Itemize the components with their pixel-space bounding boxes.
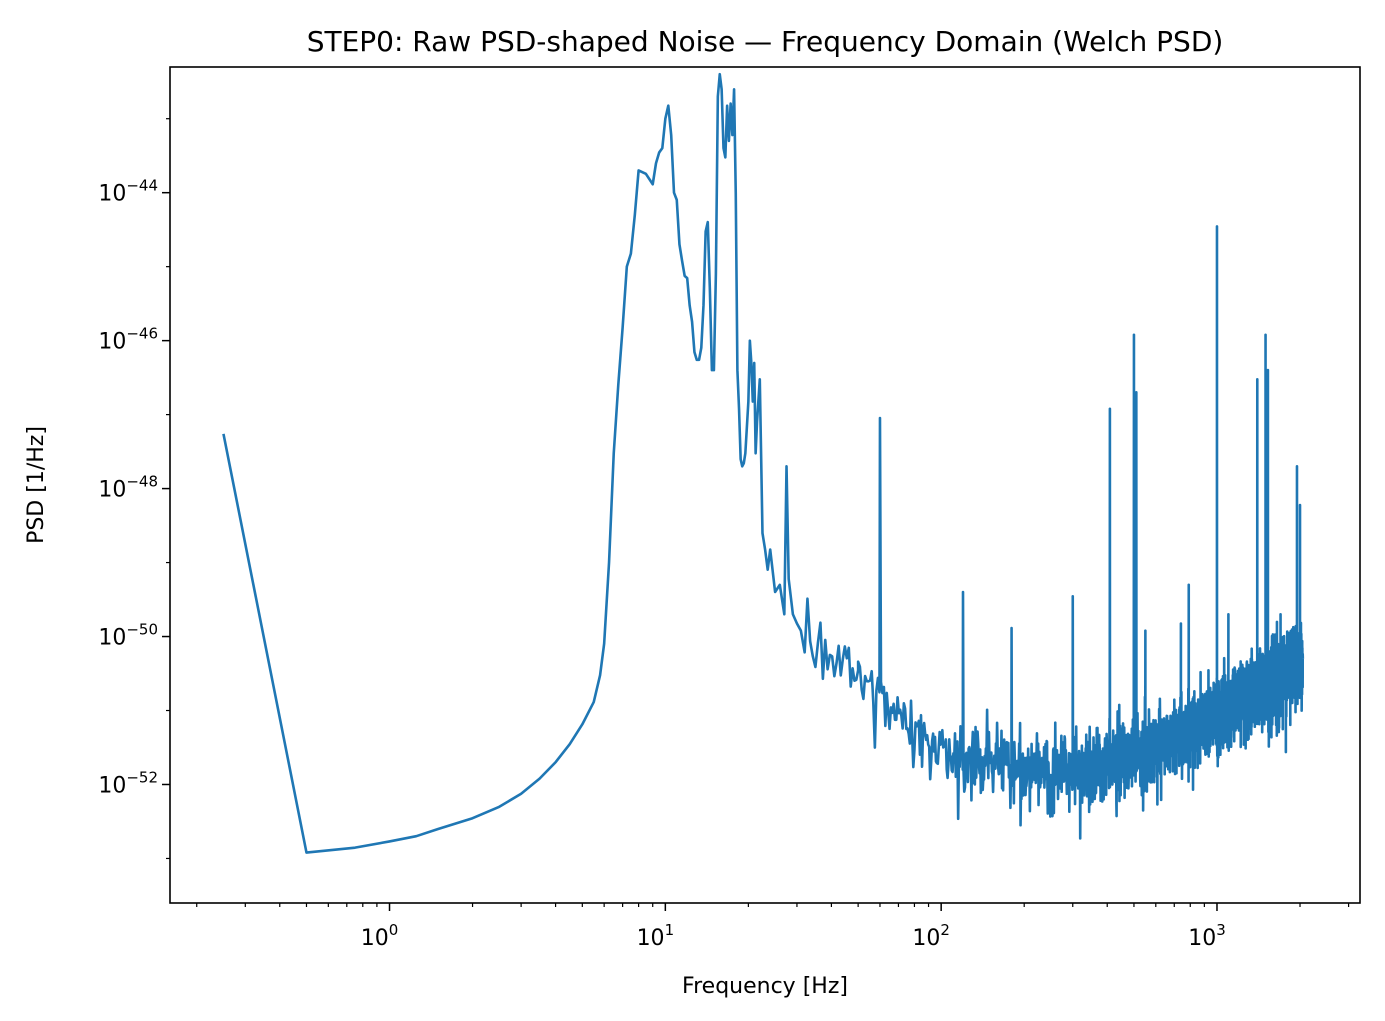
x-tick-label: 102 (912, 921, 950, 951)
y-tick-label: 10−50 (98, 621, 158, 651)
x-axis-label: Frequency [Hz] (682, 974, 848, 999)
x-axis: 100 101 102 103 (196, 903, 1350, 951)
chart-title: STEP0: Raw PSD-shaped Noise — Frequency … (307, 25, 1224, 58)
y-tick-label: 10−52 (98, 768, 158, 798)
y-tick-label: 10−48 (98, 473, 158, 503)
y-axis: 10−52 10−50 10−48 10−46 10−44 (98, 118, 170, 860)
psd-series-line (222, 72, 1305, 854)
y-tick-label: 10−46 (98, 325, 158, 355)
x-tick-label: 103 (1188, 921, 1226, 951)
x-tick-label: 100 (361, 921, 399, 951)
y-axis-label: PSD [1/Hz] (24, 426, 49, 544)
y-tick-label: 10−44 (98, 177, 158, 207)
x-tick-label: 101 (637, 921, 675, 951)
plot-frame (169, 66, 1361, 904)
data-layer (222, 72, 1305, 854)
